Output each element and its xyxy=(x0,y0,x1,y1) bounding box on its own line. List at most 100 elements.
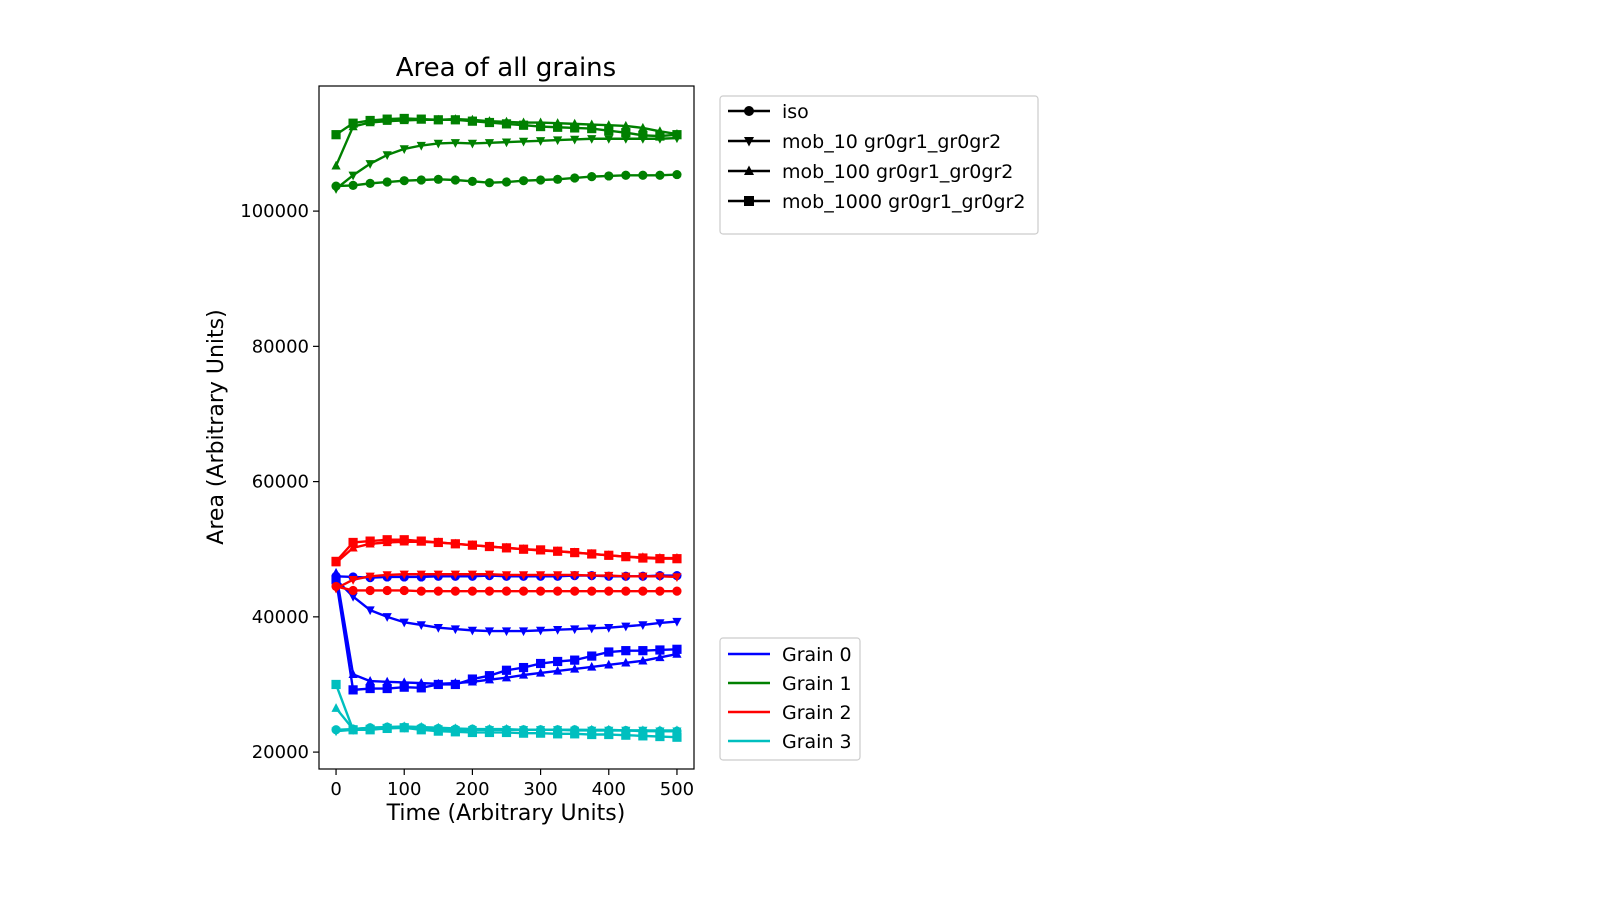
data-point xyxy=(570,625,580,635)
data-point xyxy=(518,137,529,147)
data-point xyxy=(501,571,512,580)
data-point xyxy=(450,570,460,580)
data-point xyxy=(365,572,375,582)
data-point xyxy=(621,622,631,632)
series-grain-2-mob-10-gr0gr1-gr0gr2 xyxy=(331,570,682,594)
data-point xyxy=(467,540,478,550)
data-point xyxy=(331,130,341,140)
data-point xyxy=(604,135,614,144)
data-point xyxy=(587,124,597,134)
x-tick-label: 500 xyxy=(660,779,694,800)
data-point xyxy=(484,570,495,580)
data-point xyxy=(553,729,563,739)
data-point xyxy=(501,119,512,129)
data-point xyxy=(348,537,358,548)
data-point xyxy=(570,173,580,183)
data-point xyxy=(570,729,580,739)
legend-marker xyxy=(744,106,754,116)
series-grain-2-iso xyxy=(331,581,682,596)
data-point xyxy=(433,570,443,580)
data-point xyxy=(382,177,392,187)
data-point xyxy=(450,139,460,148)
data-point xyxy=(399,570,409,580)
data-point xyxy=(638,130,648,140)
data-point xyxy=(655,652,665,662)
legend-entry: mob_10 gr0gr1_gr0gr2 xyxy=(728,131,1001,153)
data-point xyxy=(467,674,478,684)
data-point xyxy=(535,586,546,596)
data-point xyxy=(382,723,392,734)
legend-label: mob_1000 gr0gr1_gr0gr2 xyxy=(782,191,1025,213)
legend-entry: mob_1000 gr0gr1_gr0gr2 xyxy=(728,191,1025,213)
legend-style: iso mob_10 gr0gr1_gr0gr2 mob_100 gr0gr1_gr… xyxy=(719,95,1039,235)
data-point xyxy=(365,725,375,735)
data-point xyxy=(399,585,409,596)
legend-label: Grain 1 xyxy=(782,673,852,695)
data-point xyxy=(348,542,358,552)
data-point xyxy=(484,586,495,596)
data-point xyxy=(672,586,682,596)
data-point xyxy=(535,667,546,677)
data-point xyxy=(672,554,682,564)
data-point xyxy=(672,169,682,180)
data-point xyxy=(604,729,614,740)
data-point xyxy=(416,114,426,124)
data-point xyxy=(518,627,529,637)
data-point xyxy=(587,549,597,559)
data-point xyxy=(484,671,495,681)
data-point xyxy=(382,571,392,580)
data-point xyxy=(501,586,512,596)
data-point xyxy=(331,584,341,594)
data-point xyxy=(672,725,682,735)
data-point xyxy=(570,123,580,133)
data-point xyxy=(672,130,682,140)
data-point xyxy=(604,659,614,669)
data-point xyxy=(501,138,512,148)
data-point xyxy=(535,137,546,146)
y-axis-title: Area (Arbitrary Units) xyxy=(204,309,229,544)
data-point xyxy=(365,676,375,685)
data-point xyxy=(331,160,341,170)
data-point xyxy=(621,120,631,130)
data-point xyxy=(553,571,563,580)
data-point xyxy=(638,553,648,563)
data-point xyxy=(518,571,529,580)
data-point xyxy=(518,662,529,673)
data-point xyxy=(484,117,495,128)
data-point xyxy=(467,586,478,596)
legend-entry: Grain 1 xyxy=(728,673,852,695)
series-grain-2-mob-1000-gr0gr1-gr0gr2 xyxy=(331,535,682,566)
data-point xyxy=(604,550,614,560)
data-point xyxy=(348,725,358,735)
data-point xyxy=(331,567,341,577)
data-point xyxy=(587,651,597,661)
data-point xyxy=(501,665,512,675)
data-point xyxy=(535,545,546,555)
data-point xyxy=(399,682,409,692)
data-point xyxy=(621,657,631,667)
x-axis-title: Time (Arbitrary Units) xyxy=(386,801,626,826)
data-point xyxy=(382,535,392,545)
data-point xyxy=(331,556,341,566)
data-point xyxy=(518,176,529,186)
y-tick-label: 20000 xyxy=(252,742,309,763)
data-point xyxy=(587,135,597,144)
data-point xyxy=(570,663,580,673)
data-point xyxy=(638,586,648,596)
data-point xyxy=(655,645,665,655)
data-point xyxy=(433,586,443,596)
data-point xyxy=(382,151,392,161)
data-point xyxy=(655,170,665,180)
data-point xyxy=(655,586,665,596)
data-point xyxy=(535,175,546,185)
data-point xyxy=(553,122,563,132)
data-point xyxy=(399,113,409,124)
data-point xyxy=(587,624,597,634)
data-point xyxy=(365,178,375,188)
series-grain-0-mob-10-gr0gr1-gr0gr2 xyxy=(331,575,682,637)
data-point xyxy=(553,586,563,596)
data-point xyxy=(638,621,648,631)
data-point xyxy=(365,536,375,546)
data-point xyxy=(638,572,648,582)
